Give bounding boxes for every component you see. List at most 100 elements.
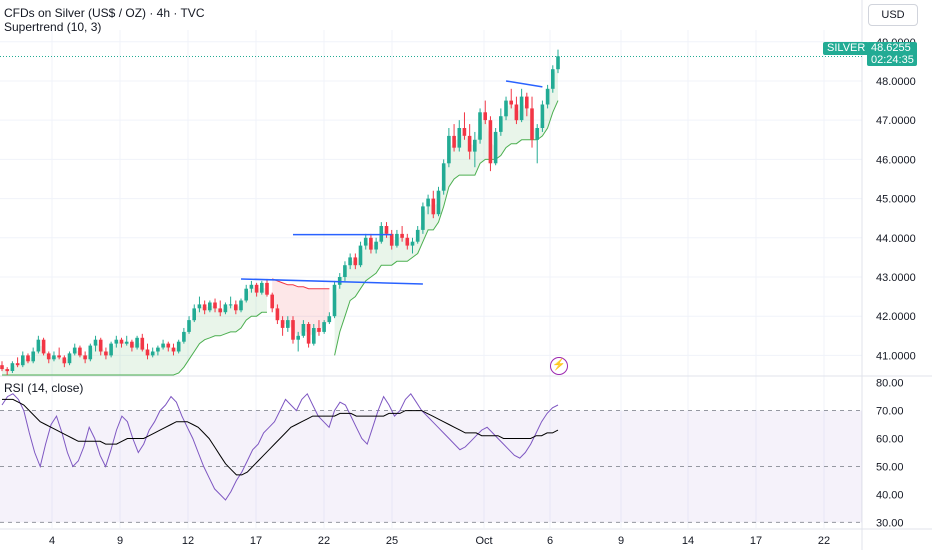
- rsi-ma-line: [2, 398, 559, 476]
- price-tick-label: 42.0000: [876, 311, 916, 323]
- candle: [161, 343, 165, 348]
- chart-title: CFDs on Silver (US$ / OZ) · 4h · TVC: [4, 6, 205, 20]
- candle: [389, 233, 394, 246]
- candle: [5, 369, 9, 372]
- time-tick-label: 6: [547, 535, 553, 547]
- rsi-tick-label: 30.00: [876, 517, 904, 529]
- supertrend-label[interactable]: Supertrend (10, 3): [4, 20, 102, 34]
- candle: [405, 237, 410, 246]
- candle: [462, 128, 467, 136]
- candle: [36, 339, 41, 352]
- candle: [467, 135, 472, 152]
- candle: [343, 265, 347, 277]
- candle: [327, 316, 332, 323]
- candle: [379, 226, 384, 242]
- time-tick-label: 12: [182, 535, 194, 547]
- rsi-label[interactable]: RSI (14, close): [4, 381, 84, 395]
- candle: [499, 116, 503, 132]
- rsi-tick-label: 50.00: [876, 461, 904, 473]
- candle: [447, 135, 451, 164]
- candle: [545, 88, 550, 105]
- rsi-tick-label: 80.00: [876, 378, 904, 390]
- candle: [514, 104, 519, 121]
- candle: [15, 363, 20, 366]
- candle: [504, 100, 508, 117]
- candle: [436, 190, 441, 215]
- time-tick-label: 17: [250, 535, 262, 547]
- candle: [26, 355, 30, 362]
- candle: [488, 120, 493, 164]
- candle: [415, 229, 420, 242]
- candle: [156, 347, 160, 352]
- candle: [540, 104, 545, 128]
- price-tick-label: 48.0000: [876, 76, 916, 88]
- supertrend-down-fill: [272, 278, 330, 338]
- candle: [218, 308, 222, 313]
- candle: [348, 257, 352, 266]
- candle: [83, 355, 87, 360]
- rsi-line: [1, 392, 559, 501]
- candle: [140, 337, 145, 350]
- candle: [57, 355, 61, 358]
- time-tick-label: 9: [117, 535, 123, 547]
- candle: [52, 355, 56, 360]
- time-tick-label: 25: [386, 535, 398, 547]
- candle: [104, 351, 108, 356]
- candle: [119, 339, 124, 344]
- supertrend-fill: [2, 286, 267, 375]
- candle: [166, 343, 171, 348]
- candle: [312, 328, 316, 344]
- candle: [452, 135, 456, 148]
- candle: [98, 339, 103, 352]
- candle: [192, 308, 196, 321]
- price-tick-label: 41.0000: [876, 350, 916, 362]
- price-tick-label: 45.0000: [876, 194, 916, 206]
- candle: [431, 198, 436, 215]
- candle: [93, 339, 98, 346]
- candle: [213, 302, 217, 309]
- candle: [130, 341, 134, 348]
- candle: [535, 128, 539, 140]
- candle: [301, 324, 306, 336]
- candle: [145, 349, 150, 356]
- candle: [46, 353, 51, 360]
- candle: [124, 341, 129, 344]
- rsi-tick-label: 60.00: [876, 434, 904, 446]
- candle: [426, 198, 430, 207]
- candle: [31, 351, 35, 362]
- candle: [67, 353, 72, 364]
- candle: [473, 139, 477, 152]
- time-tick-label: 9: [618, 535, 624, 547]
- candle: [187, 320, 191, 332]
- candle: [260, 282, 264, 293]
- last-price-value: 48.6255: [871, 42, 911, 54]
- lightning-icon[interactable]: ⚡: [550, 357, 568, 375]
- candle: [322, 322, 326, 332]
- candle: [208, 302, 212, 311]
- bar-countdown: 02:24:35: [871, 54, 914, 66]
- candle: [519, 96, 524, 121]
- candle: [41, 339, 46, 354]
- candle: [21, 355, 25, 366]
- rsi-tick-label: 40.00: [876, 489, 904, 501]
- time-tick-label: 4: [49, 535, 55, 547]
- candle: [400, 233, 404, 238]
- candle: [109, 343, 113, 356]
- candle: [239, 300, 243, 311]
- candle: [509, 100, 513, 105]
- candle: [176, 341, 181, 352]
- candle: [62, 357, 67, 364]
- candle: [525, 96, 529, 109]
- candle: [135, 337, 139, 348]
- candle: [72, 347, 77, 354]
- candle: [249, 284, 254, 289]
- candle: [374, 241, 378, 250]
- currency-selector[interactable]: USD: [868, 4, 918, 26]
- candle: [358, 245, 363, 266]
- candle: [10, 363, 15, 371]
- candle: [244, 288, 248, 301]
- candle: [223, 304, 228, 313]
- supertrend-fill: [334, 62, 558, 356]
- candle: [88, 345, 93, 360]
